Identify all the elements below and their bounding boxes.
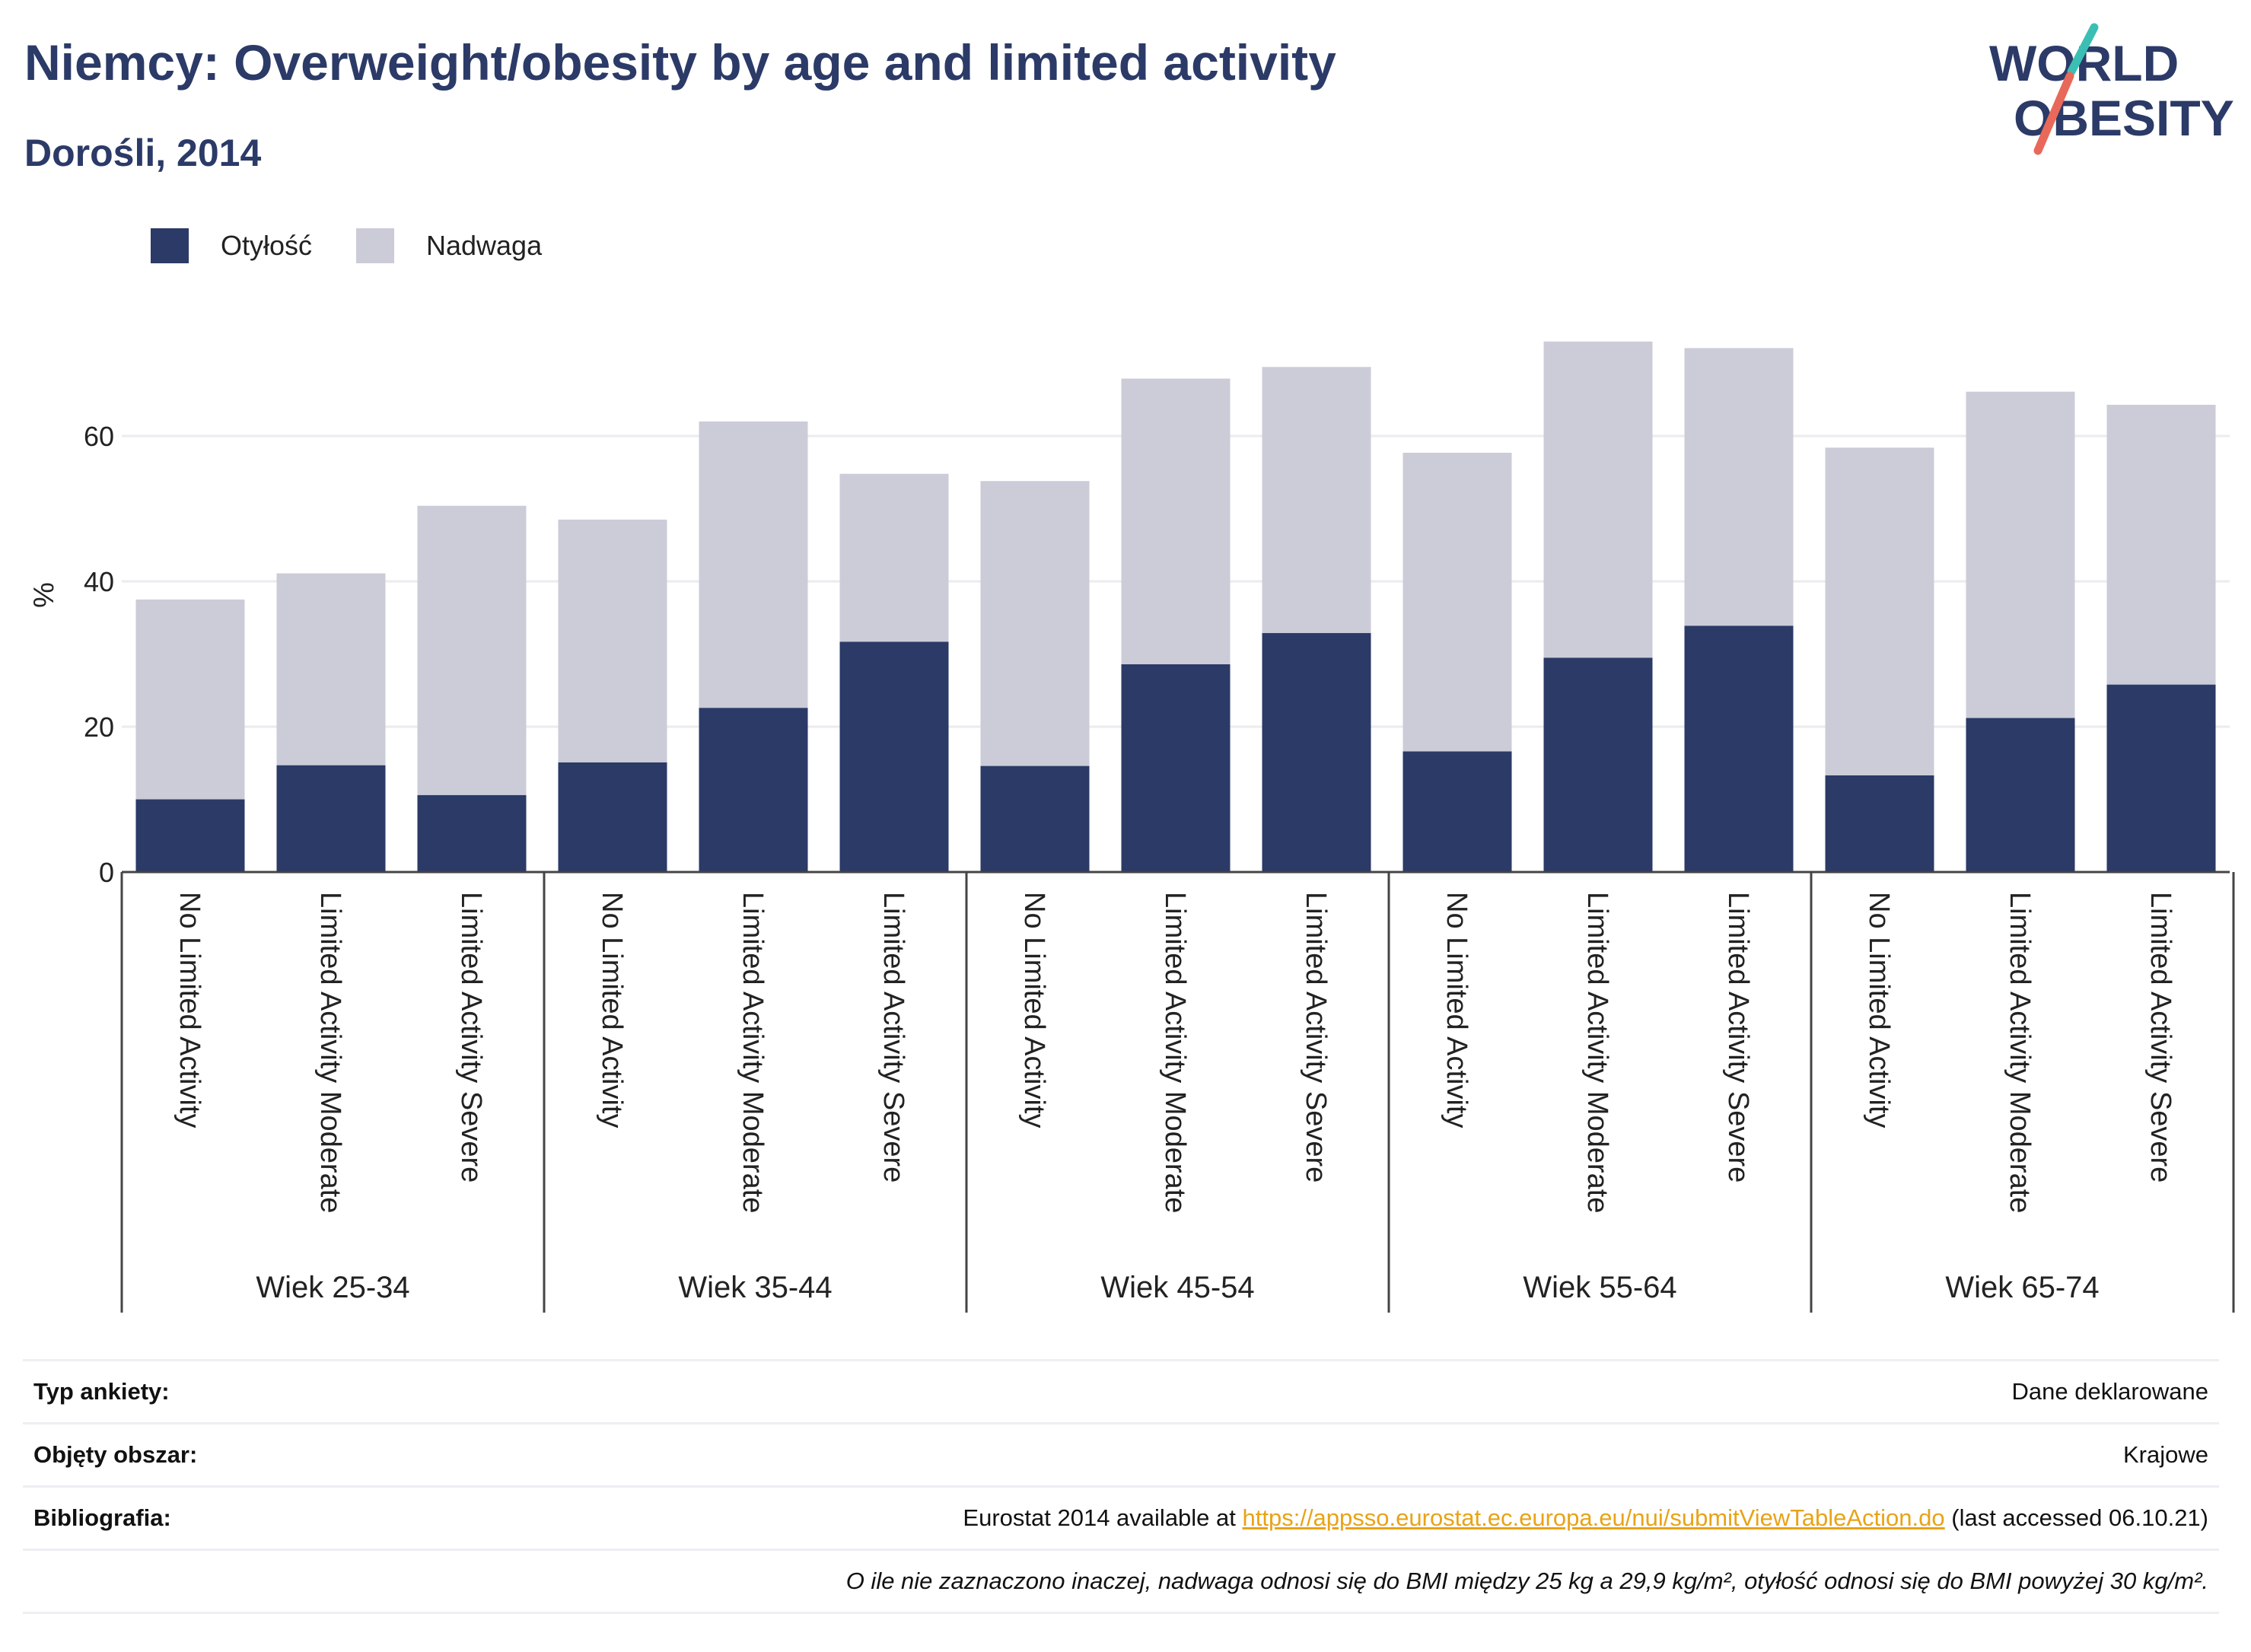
y-tick-label-40: 40 xyxy=(84,566,114,597)
bar-overweight-5 xyxy=(839,473,949,642)
bar-overweight-4 xyxy=(699,421,808,708)
legend-swatch-overweight xyxy=(356,228,394,263)
bar-obesity-8 xyxy=(1262,632,1371,872)
x-tick-label-2: Limited Activity Severe xyxy=(455,892,487,1183)
info-row-survey-type: Typ ankiety: Dane deklarowane xyxy=(23,1359,2219,1424)
bar-overweight-6 xyxy=(980,481,1090,766)
info-label-note-empty xyxy=(23,1549,349,1614)
bar-obesity-6 xyxy=(980,766,1090,872)
bar-overweight-1 xyxy=(276,573,386,766)
x-tick-label-1: Limited Activity Moderate xyxy=(314,892,346,1213)
bar-obesity-1 xyxy=(276,765,386,872)
info-label-bibliography: Bibliografia: xyxy=(23,1485,349,1550)
bar-overweight-12 xyxy=(1825,447,1934,775)
y-axis-label: % xyxy=(28,582,60,608)
logo-slash-coral xyxy=(2033,72,2074,155)
info-row-bibliography: Bibliografia: Eurostat 2014 available at… xyxy=(23,1485,2219,1550)
page-title: Niemcy: Overweight/obesity by age and li… xyxy=(24,34,1336,91)
bar-overweight-11 xyxy=(1684,348,1794,626)
bar-obesity-13 xyxy=(1966,718,2075,872)
group-label-3: Wiek 55-64 xyxy=(1523,1271,1676,1304)
bar-obesity-5 xyxy=(839,641,949,872)
info-row-coverage: Objęty obszar: Krajowe xyxy=(23,1422,2219,1487)
x-tick-label-14: Limited Activity Severe xyxy=(2144,892,2176,1183)
y-tick-label-60: 60 xyxy=(84,421,114,452)
x-tick-label-4: Limited Activity Moderate xyxy=(737,892,769,1213)
info-table: Typ ankiety: Dane deklarowane Objęty obs… xyxy=(23,1359,2219,1614)
bar-obesity-14 xyxy=(2106,684,2216,872)
y-tick-label-0: 0 xyxy=(99,857,114,888)
info-value-bibliography: Eurostat 2014 available at https://appss… xyxy=(349,1485,2219,1550)
y-tick-label-20: 20 xyxy=(84,711,114,743)
bar-obesity-12 xyxy=(1825,775,1934,872)
info-label-coverage: Objęty obszar: xyxy=(23,1422,349,1487)
bar-obesity-3 xyxy=(558,762,667,872)
group-label-4: Wiek 65-74 xyxy=(1945,1271,2099,1304)
info-row-note: O ile nie zaznaczono inaczej, nadwaga od… xyxy=(23,1549,2219,1614)
x-tick-label-13: Limited Activity Moderate xyxy=(2004,892,2036,1213)
bar-overweight-9 xyxy=(1402,452,1512,752)
group-label-2: Wiek 45-54 xyxy=(1100,1271,1254,1304)
bar-obesity-4 xyxy=(699,708,808,872)
legend-label-overweight: Nadwaga xyxy=(426,230,543,261)
bar-chart: 0 20 40 60% No Limited Activity Limited Activ… xyxy=(28,341,2235,1313)
bar-obesity-0 xyxy=(135,799,245,872)
x-tick-label-7: Limited Activity Moderate xyxy=(1159,892,1191,1213)
x-tick-label-0: No Limited Activity xyxy=(174,892,205,1128)
group-label-1: Wiek 35-44 xyxy=(678,1271,832,1304)
x-tick-label-11: Limited Activity Severe xyxy=(1722,892,1754,1183)
bar-overweight-10 xyxy=(1543,341,1653,658)
info-label-survey-type: Typ ankiety: xyxy=(23,1359,349,1424)
world-obesity-logo: WORLD OBESITY xyxy=(1989,23,2234,155)
bar-overweight-8 xyxy=(1262,367,1371,633)
x-tick-label-8: Limited Activity Severe xyxy=(1300,892,1332,1183)
bar-overweight-13 xyxy=(1966,391,2075,718)
info-value-coverage: Krajowe xyxy=(349,1422,2219,1487)
bibliography-suffix: (last accessed 06.10.21) xyxy=(1944,1504,2208,1531)
x-tick-label-6: No Limited Activity xyxy=(1018,892,1050,1128)
bar-overweight-0 xyxy=(135,599,245,800)
bar-overweight-7 xyxy=(1121,378,1231,664)
x-tick-label-5: Limited Activity Severe xyxy=(877,892,909,1183)
legend-swatch-obesity xyxy=(151,228,189,263)
bar-obesity-9 xyxy=(1402,751,1512,872)
bar-overweight-3 xyxy=(558,519,667,762)
x-tick-label-10: Limited Activity Moderate xyxy=(1581,892,1613,1213)
info-value-survey-type: Dane deklarowane xyxy=(349,1359,2219,1424)
group-label-0: Wiek 25-34 xyxy=(256,1271,409,1304)
bar-obesity-10 xyxy=(1543,657,1653,872)
page-subtitle: Dorośli, 2014 xyxy=(24,132,262,174)
x-tick-label-9: No Limited Activity xyxy=(1441,892,1473,1128)
bar-obesity-11 xyxy=(1684,625,1794,872)
bar-obesity-2 xyxy=(417,794,527,872)
bar-overweight-14 xyxy=(2106,404,2216,685)
bar-obesity-7 xyxy=(1121,664,1231,872)
legend-label-obesity: Otyłość xyxy=(221,230,313,261)
x-tick-label-3: No Limited Activity xyxy=(596,892,628,1128)
logo-slash-teal xyxy=(2067,23,2099,76)
bibliography-prefix: Eurostat 2014 available at xyxy=(963,1504,1243,1531)
bar-overweight-2 xyxy=(417,505,527,795)
bibliography-link[interactable]: https://appsso.eurostat.ec.europa.eu/nui… xyxy=(1242,1504,1945,1531)
x-tick-label-12: No Limited Activity xyxy=(1863,892,1895,1128)
info-note: O ile nie zaznaczono inaczej, nadwaga od… xyxy=(349,1549,2219,1614)
